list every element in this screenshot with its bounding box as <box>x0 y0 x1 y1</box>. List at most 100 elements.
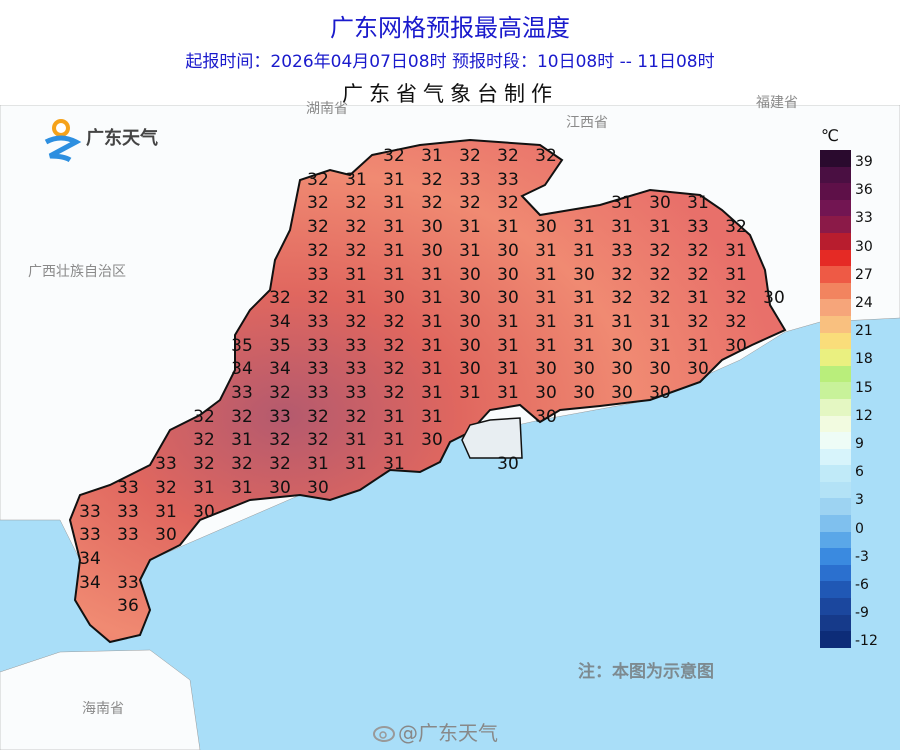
temperature-value: 31 <box>383 193 405 214</box>
legend-tick-label: -3 <box>855 548 869 565</box>
legend-tick-label: 30 <box>855 238 873 255</box>
legend-band <box>820 232 851 250</box>
temperature-value: 32 <box>421 169 443 190</box>
sun-logo-icon <box>44 119 82 162</box>
legend-band <box>820 498 851 516</box>
temperature-value: 31 <box>497 359 519 380</box>
temperature-value: 31 <box>383 406 405 427</box>
temperature-value: 30 <box>649 383 671 403</box>
temperature-value: 30 <box>573 264 595 285</box>
legend-band <box>820 332 851 350</box>
temperature-value: 34 <box>269 311 291 332</box>
temperature-value: 30 <box>459 359 481 380</box>
legend-band <box>820 581 851 599</box>
legend-tick-label: -12 <box>855 633 878 650</box>
temperature-value: 31 <box>687 193 709 214</box>
legend-band <box>820 631 851 648</box>
temperature-value: 32 <box>535 146 557 166</box>
temperature-value: 31 <box>383 217 405 238</box>
temperature-value: 31 <box>345 430 367 451</box>
legend-tick-label: 27 <box>855 266 873 283</box>
legend-tick-label: -9 <box>855 605 869 622</box>
legend-band <box>820 150 851 167</box>
temperature-value: 33 <box>307 359 329 380</box>
temperature-value: 31 <box>573 335 595 356</box>
temperature-value: 32 <box>497 146 519 166</box>
temperature-value: 30 <box>459 288 481 309</box>
map-title: 广东网格预报最高温度 <box>330 14 570 42</box>
temperature-value: 32 <box>649 264 671 285</box>
temperature-value: 30 <box>573 359 595 380</box>
header-background <box>0 0 900 105</box>
temperature-value: 33 <box>497 169 519 190</box>
temperature-value: 32 <box>611 288 633 309</box>
temperature-value: 32 <box>307 288 329 309</box>
temperature-value: 33 <box>307 335 329 356</box>
temperature-value: 32 <box>269 288 291 309</box>
legend-band <box>820 349 851 366</box>
legend-band <box>820 166 851 184</box>
legend-band <box>820 564 851 582</box>
temperature-value: 30 <box>497 264 519 285</box>
legend-tick-label: 36 <box>855 182 873 199</box>
legend-tick-label: 6 <box>855 464 864 481</box>
temperature-value: 32 <box>497 193 519 214</box>
temperature-value: 31 <box>497 311 519 332</box>
temperature-value: 32 <box>269 454 291 475</box>
temperature-value: 31 <box>649 335 671 356</box>
temperature-value: 31 <box>383 264 405 285</box>
legend-band <box>820 465 851 482</box>
legend-band <box>820 266 851 283</box>
legend-band <box>820 315 851 333</box>
temperature-value: 32 <box>345 217 367 238</box>
legend-band <box>820 282 851 300</box>
temperature-value: 30 <box>687 359 709 380</box>
temperature-value: 32 <box>307 193 329 214</box>
temperature-value: 31 <box>611 311 633 332</box>
temperature-value: 32 <box>155 477 177 498</box>
legend-tick-label: 21 <box>855 323 873 340</box>
temperature-value: 30 <box>383 288 405 309</box>
temperature-value: 32 <box>383 359 405 380</box>
temperature-value: 31 <box>535 240 557 261</box>
temperature-value: 30 <box>459 264 481 285</box>
temperature-value: 31 <box>497 383 519 403</box>
temperature-value: 36 <box>117 596 139 617</box>
temperature-value: 31 <box>421 288 443 309</box>
temperature-value: 32 <box>345 193 367 214</box>
temperature-value: 32 <box>725 311 747 332</box>
temperature-value: 32 <box>383 383 405 403</box>
legend-band <box>820 548 851 565</box>
temperature-value: 31 <box>649 217 671 238</box>
temperature-value: 30 <box>535 217 557 238</box>
place-hunan: 湖南省 <box>306 101 348 117</box>
legend-band <box>820 415 851 433</box>
temperature-value: 31 <box>459 383 481 403</box>
temperature-value: 30 <box>535 359 557 380</box>
temperature-value: 30 <box>421 217 443 238</box>
weibo-icon <box>373 725 395 742</box>
temperature-value: 31 <box>497 217 519 238</box>
temperature-value: 31 <box>459 240 481 261</box>
temperature-value: 32 <box>687 311 709 332</box>
temperature-value: 30 <box>269 477 291 498</box>
temperature-value: 33 <box>155 454 177 475</box>
temperature-value: 31 <box>725 264 747 285</box>
legend-band <box>820 183 851 200</box>
temperature-value: 33 <box>117 477 139 498</box>
temperature-value: 33 <box>687 217 709 238</box>
temperature-value: 31 <box>421 383 443 403</box>
temperature-value: 32 <box>307 240 329 261</box>
disclaimer-note: 注：本图为示意图 <box>578 662 714 682</box>
temperature-value: 33 <box>307 264 329 285</box>
temperature-value: 30 <box>497 454 519 475</box>
temperature-value: 30 <box>535 383 557 403</box>
temperature-value: 30 <box>611 383 633 403</box>
temperature-value: 33 <box>231 383 253 403</box>
temperature-value: 32 <box>307 169 329 190</box>
legend-band <box>820 382 851 399</box>
temperature-value: 31 <box>573 217 595 238</box>
place-jiangxi: 江西省 <box>566 115 608 131</box>
temperature-value: 30 <box>535 406 557 427</box>
logo: 广东天气 <box>40 112 158 162</box>
